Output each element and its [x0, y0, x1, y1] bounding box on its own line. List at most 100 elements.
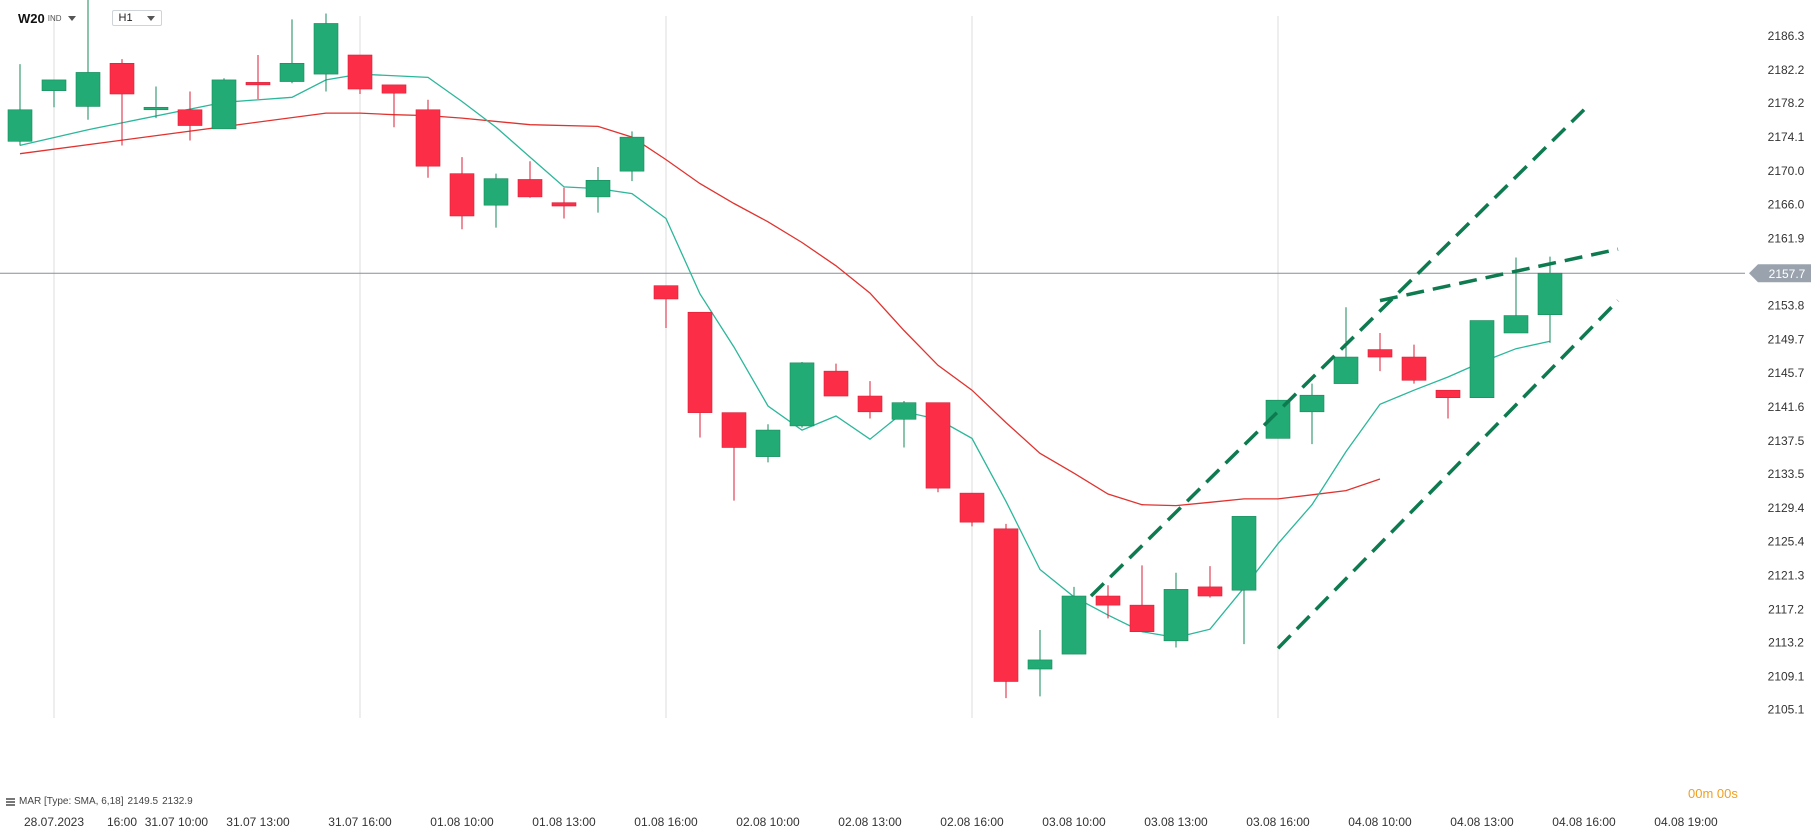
trendline-dashed[interactable]: [1379, 247, 1619, 303]
y-axis-tick-label: 2113.2: [1768, 635, 1804, 649]
bullish-candle[interactable]: [1027, 659, 1053, 670]
trendline-dashed[interactable]: [1089, 108, 1586, 598]
symbol-exchange-label: IND: [47, 13, 62, 23]
x-axis-tick-label: 02.08 13:00: [838, 815, 902, 829]
trendline-dashed[interactable]: [1276, 299, 1620, 650]
bearish-candle[interactable]: [1129, 604, 1155, 633]
bullish-candle[interactable]: [1503, 315, 1529, 334]
y-axis-tick-label: 2121.3: [1768, 568, 1805, 582]
bearish-candle[interactable]: [823, 370, 849, 397]
indicator-legend[interactable]: MAR [Type: SMA, 6,18] 2149.5 2132.9: [6, 796, 193, 807]
y-axis-tick-label: 2166.0: [1768, 197, 1805, 211]
bullish-candle[interactable]: [1163, 589, 1189, 642]
bullish-candle[interactable]: [211, 79, 237, 130]
x-axis-tick-label: 04.08 16:00: [1552, 815, 1616, 829]
x-axis-tick-label: 31.07 10:00: [145, 815, 209, 829]
current-price-tag: [1749, 264, 1811, 283]
x-axis-tick-label: 01.08 13:00: [532, 815, 596, 829]
bullish-candle[interactable]: [1299, 394, 1325, 413]
bearish-candle[interactable]: [551, 202, 577, 207]
x-axis-tick-label: 03.08 13:00: [1144, 815, 1208, 829]
chart-toolbar: W20 IND H1: [18, 8, 162, 28]
y-axis-tick-label: 2125.4: [1768, 534, 1805, 548]
bearish-candle[interactable]: [993, 528, 1019, 682]
bearish-candle[interactable]: [415, 109, 441, 167]
bullish-candle[interactable]: [789, 362, 815, 427]
x-axis-tick-label: 16:00: [107, 815, 137, 829]
indicator-label: MAR [Type: SMA, 6,18]: [19, 796, 124, 807]
bearish-candle[interactable]: [1435, 389, 1461, 399]
y-axis-tick-label: 2145.7: [1768, 366, 1805, 380]
bullish-candle[interactable]: [755, 429, 781, 457]
indicator-settings-icon[interactable]: [6, 797, 15, 806]
bullish-candle[interactable]: [41, 79, 67, 91]
x-axis-tick-label: 01.08 16:00: [634, 815, 698, 829]
x-axis-tick-label: 28.07.2023: [24, 815, 84, 829]
current-price-label: 2157.7: [1769, 267, 1806, 281]
indicator-value-slow: 2132.9: [162, 796, 193, 807]
bearish-candle[interactable]: [1197, 586, 1223, 597]
y-axis-tick-label: 2186.3: [1768, 29, 1805, 43]
bearish-candle[interactable]: [925, 402, 951, 489]
symbol-dropdown-icon[interactable]: [67, 15, 76, 21]
y-axis-tick-label: 2153.8: [1768, 299, 1805, 313]
bullish-candle[interactable]: [619, 136, 645, 172]
bullish-candle[interactable]: [1333, 356, 1359, 384]
bearish-candle[interactable]: [381, 84, 407, 94]
x-axis-tick-label: 02.08 16:00: [940, 815, 1004, 829]
bullish-candle[interactable]: [891, 402, 917, 420]
bearish-candle[interactable]: [245, 82, 271, 86]
y-axis-tick-label: 2149.7: [1768, 333, 1805, 347]
bullish-candle[interactable]: [1537, 272, 1563, 316]
bearish-candle[interactable]: [1401, 356, 1427, 381]
x-axis-tick-label: 01.08 10:00: [430, 815, 494, 829]
x-axis-tick-label: 31.07 16:00: [328, 815, 392, 829]
bearish-candle[interactable]: [517, 179, 543, 198]
x-axis-tick-label: 02.08 10:00: [736, 815, 800, 829]
y-axis-tick-label: 2178.2: [1768, 96, 1805, 110]
y-axis-tick-label: 2174.1: [1768, 130, 1805, 144]
bullish-candle[interactable]: [143, 106, 169, 111]
sma-6-line: [19, 73, 1551, 639]
bearish-candle[interactable]: [109, 62, 135, 95]
symbol-label[interactable]: W20: [18, 10, 45, 26]
y-axis-tick-label: 2141.6: [1768, 400, 1805, 414]
bullish-candle[interactable]: [313, 23, 339, 75]
bearish-candle[interactable]: [653, 285, 679, 300]
y-axis-tick-label: 2105.1: [1768, 703, 1805, 717]
candle-countdown: 00m 00s: [1688, 786, 1738, 801]
x-axis-tick-label: 04.08 13:00: [1450, 815, 1514, 829]
bearish-candle[interactable]: [857, 395, 883, 413]
bearish-candle[interactable]: [449, 173, 475, 217]
bullish-candle[interactable]: [279, 62, 305, 82]
indicator-value-fast: 2149.5: [127, 796, 159, 807]
x-axis-tick-label: 31.07 13:00: [226, 815, 290, 829]
bearish-candle[interactable]: [347, 54, 373, 90]
bullish-candle[interactable]: [1231, 516, 1257, 591]
timeframe-dropdown-icon: [146, 15, 155, 21]
timeframe-value: H1: [118, 12, 133, 24]
bearish-candle[interactable]: [959, 492, 985, 523]
bullish-candle[interactable]: [483, 178, 509, 206]
bullish-candle[interactable]: [1469, 320, 1495, 399]
bullish-candle[interactable]: [585, 179, 611, 198]
y-axis-tick-label: 2109.1: [1768, 670, 1805, 684]
y-axis-tick-label: 2137.5: [1768, 434, 1805, 448]
y-axis-tick-label: 2117.2: [1768, 602, 1804, 616]
bearish-candle[interactable]: [687, 311, 713, 413]
bearish-candle[interactable]: [1095, 595, 1121, 606]
bearish-candle[interactable]: [177, 109, 203, 126]
y-axis-tick-label: 2161.9: [1768, 231, 1805, 245]
bullish-candle[interactable]: [7, 109, 33, 142]
y-axis-tick-label: 2170.0: [1768, 164, 1805, 178]
timeframe-select[interactable]: H1: [111, 10, 162, 26]
y-axis-tick-label: 2129.4: [1768, 501, 1805, 515]
bearish-candle[interactable]: [1367, 349, 1393, 358]
x-axis-tick-label: 04.08 10:00: [1348, 815, 1412, 829]
y-axis-tick-label: 2133.5: [1768, 467, 1805, 481]
x-axis-tick-label: 04.08 19:00: [1654, 815, 1718, 829]
bullish-candle[interactable]: [1061, 595, 1087, 655]
bearish-candle[interactable]: [721, 412, 747, 448]
bullish-candle[interactable]: [75, 72, 101, 107]
